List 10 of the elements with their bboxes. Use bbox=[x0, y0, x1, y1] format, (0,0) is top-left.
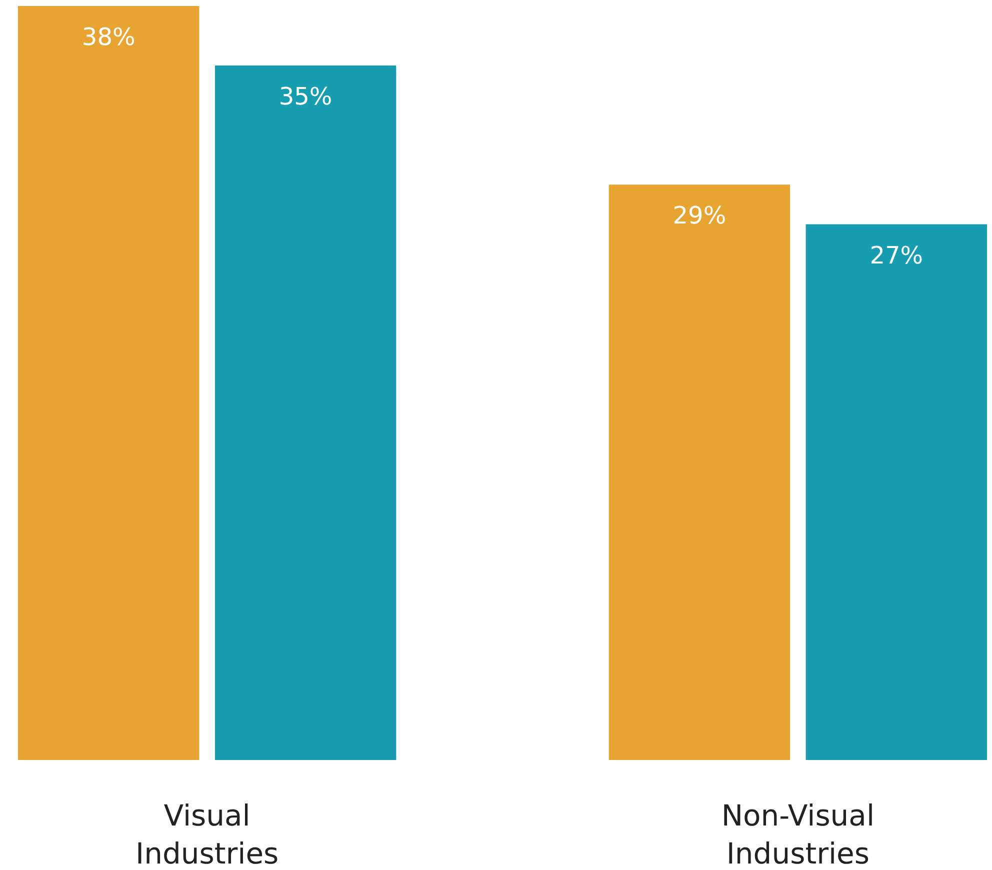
data-label: 38% bbox=[82, 23, 136, 51]
bar bbox=[214, 66, 396, 760]
data-label: 35% bbox=[278, 82, 332, 111]
data-label: 27% bbox=[870, 241, 924, 270]
bar bbox=[806, 224, 987, 760]
x-tick-label: Non-Visual Industries bbox=[721, 798, 875, 870]
data-label: 29% bbox=[672, 202, 726, 230]
bar bbox=[18, 6, 200, 760]
x-tick-label: Visual Industries bbox=[136, 798, 279, 870]
bar bbox=[608, 184, 790, 760]
